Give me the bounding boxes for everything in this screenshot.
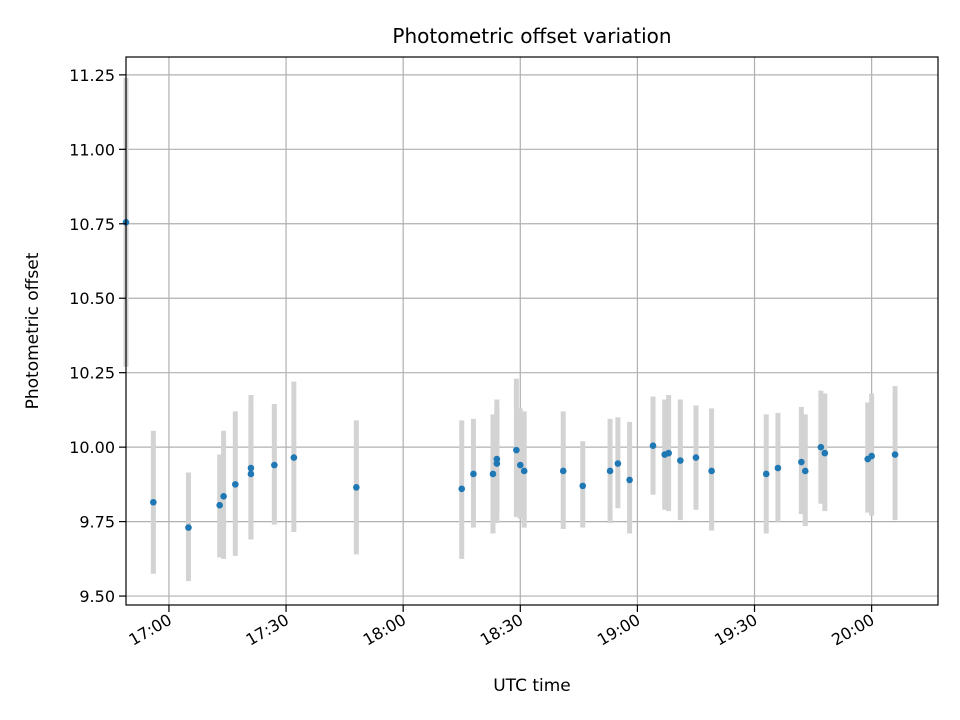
- y-tick-label: 9.50: [79, 587, 115, 606]
- y-tick-label: 10.50: [69, 289, 115, 308]
- data-point: [762, 470, 770, 478]
- grid: [126, 57, 938, 605]
- data-point: [290, 454, 298, 461]
- data-point: [220, 492, 227, 500]
- x-axis-label: UTC time: [493, 676, 571, 696]
- data-point: [513, 446, 520, 454]
- data-point: [774, 464, 782, 472]
- data-point: [353, 484, 360, 491]
- y-tick-label: 9.75: [79, 513, 115, 532]
- data-point: [677, 457, 684, 464]
- data-point: [868, 452, 875, 460]
- data-point: [891, 451, 899, 458]
- data-point: [801, 467, 809, 475]
- y-tick-label: 10.75: [69, 215, 115, 234]
- data-point: [798, 458, 805, 466]
- data-point: [470, 470, 477, 478]
- y-tick-label: 10.25: [69, 364, 115, 383]
- data-point: [489, 470, 497, 478]
- data-point: [821, 449, 829, 457]
- y-axis-label: Photometric offset: [23, 252, 43, 409]
- data-point: [216, 501, 223, 509]
- data-point: [606, 467, 614, 475]
- data-point: [185, 524, 192, 531]
- data-point: [579, 482, 587, 490]
- y-axis: 9.50 9.75 10.00 10.25 10.50 10.75 11.00 11.25: [69, 66, 126, 606]
- y-tick-label: 11.00: [69, 140, 115, 159]
- data-point: [247, 464, 255, 472]
- plot-frame: [125, 56, 939, 606]
- data-point: [649, 442, 657, 449]
- data-points: [122, 218, 899, 531]
- data-point: [520, 467, 528, 475]
- data-point: [271, 461, 278, 469]
- data-point: [626, 476, 633, 484]
- data-point: [458, 485, 466, 493]
- data-point: [150, 498, 157, 506]
- data-point: [614, 460, 622, 467]
- y-tick-label: 10.00: [69, 438, 115, 457]
- data-point: [516, 461, 524, 469]
- chart-title: Photometric offset variation: [392, 24, 671, 48]
- data-point: [247, 470, 255, 478]
- data-point: [559, 467, 567, 475]
- data-point: [665, 449, 672, 457]
- data-point: [708, 467, 715, 475]
- y-tick-label: 11.25: [69, 66, 115, 85]
- data-point: [692, 454, 700, 461]
- data-point: [232, 481, 239, 488]
- data-point: [493, 460, 501, 467]
- data-point: [817, 443, 825, 451]
